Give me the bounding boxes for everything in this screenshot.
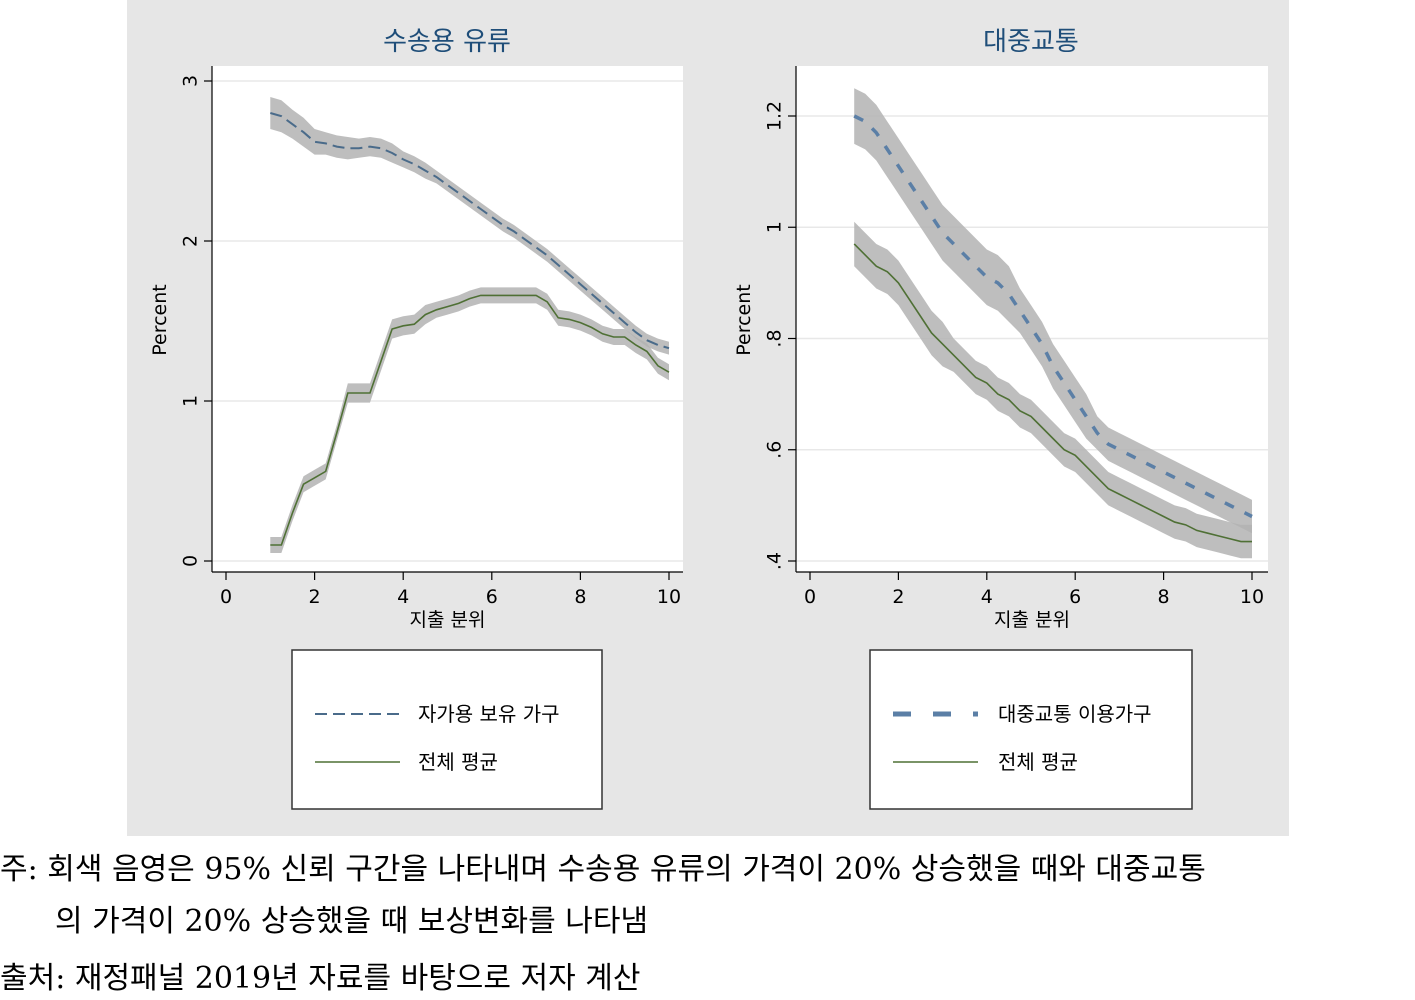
x-tick-label: 10	[1240, 586, 1264, 608]
y-tick-label: .6	[764, 441, 786, 459]
x-axis-label: 지출 분위	[994, 609, 1070, 631]
x-tick-label: 10	[657, 586, 681, 608]
y-tick-label: 3	[180, 75, 202, 87]
series-line-average	[853, 243, 1252, 543]
x-axis-label: 지출 분위	[410, 609, 486, 631]
confidence-band-group	[270, 97, 669, 355]
y-tick-label: 2	[180, 235, 202, 247]
y-tick-label: .4	[764, 552, 786, 570]
x-tick-label: 4	[397, 586, 409, 608]
x-tick-label: 0	[804, 586, 816, 608]
chart-title: 수송용 유류	[383, 27, 511, 57]
source-line: 출처: 재정패널 2019년 자료를 바탕으로 저자 계산	[0, 961, 641, 996]
note-line-2: 의 가격이 20% 상승했을 때 보상변화를 나타냄	[55, 904, 649, 939]
x-tick-label: 8	[574, 586, 586, 608]
legend-label: 전체 평균	[418, 750, 498, 774]
y-axis-label: Percent	[149, 284, 171, 356]
x-tick-label: 6	[1069, 586, 1081, 608]
series-line-group	[853, 114, 1253, 519]
x-tick-label: 2	[892, 586, 904, 608]
y-tick-label: 1.2	[764, 101, 786, 131]
series-line-average	[270, 294, 670, 546]
y-tick-label: .8	[764, 329, 786, 347]
x-tick-label: 6	[486, 586, 498, 608]
plot-area	[212, 66, 683, 572]
legend-box	[869, 649, 1193, 810]
legend-label: 전체 평균	[998, 750, 1078, 774]
y-tick-label: 1	[180, 395, 202, 407]
x-tick-label: 2	[309, 586, 321, 608]
x-tick-label: 8	[1158, 586, 1170, 608]
confidence-band-group	[854, 88, 1252, 534]
legend-label: 자가용 보유 가구	[418, 702, 560, 726]
x-tick-label: 4	[981, 586, 993, 608]
note-line-1: 주: 회색 음영은 95% 신뢰 구간을 나타내며 수송용 유류의 가격이 20…	[0, 852, 1206, 887]
y-tick-label: 1	[764, 221, 786, 233]
x-tick-label: 0	[220, 586, 232, 608]
chart-title: 대중교통	[983, 27, 1079, 57]
legend-box	[291, 649, 603, 810]
confidence-band-average	[854, 221, 1252, 559]
legend-label: 대중교통 이용가구	[998, 702, 1152, 726]
y-tick-label: 0	[180, 555, 202, 567]
series-line-group	[270, 112, 670, 350]
y-axis-label: Percent	[733, 284, 755, 356]
